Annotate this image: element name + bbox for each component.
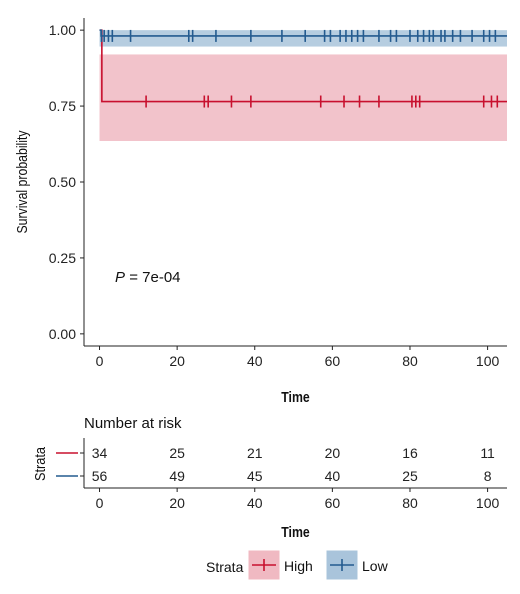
p-value-annotation: P = 7e-04 xyxy=(115,269,180,286)
risk-table-x-axis-title: Time xyxy=(281,524,310,540)
risk-table-strata-label: Strata xyxy=(31,447,48,481)
risk-x-tick-label: 80 xyxy=(402,495,418,511)
risk-count: 11 xyxy=(480,445,495,461)
risk-count: 56 xyxy=(92,468,108,484)
ci-band-high xyxy=(99,54,507,141)
x-tick-label: 80 xyxy=(402,353,418,369)
x-tick-label: 100 xyxy=(476,353,500,369)
y-tick-label: 0.75 xyxy=(49,98,76,114)
y-tick-label: 0.00 xyxy=(49,326,76,342)
legend-title: Strata xyxy=(206,559,244,575)
legend-label-low: Low xyxy=(362,558,389,574)
risk-count: 20 xyxy=(325,445,341,461)
risk-count: 16 xyxy=(402,445,418,461)
risk-x-tick-label: 40 xyxy=(247,495,263,511)
y-tick-label: 1.00 xyxy=(49,22,76,38)
x-axis-title: Time xyxy=(281,389,310,405)
y-tick-label: 0.50 xyxy=(49,174,76,190)
risk-x-tick-label: 60 xyxy=(325,495,341,511)
legend-label-high: High xyxy=(284,558,313,574)
risk-count: 49 xyxy=(169,468,185,484)
x-tick-label: 60 xyxy=(325,353,341,369)
risk-count: 34 xyxy=(92,445,108,461)
x-tick-label: 0 xyxy=(96,353,104,369)
risk-count: 40 xyxy=(325,468,341,484)
risk-table-title: Number at risk xyxy=(84,415,182,432)
x-tick-label: 40 xyxy=(247,353,263,369)
risk-count: 45 xyxy=(247,468,263,484)
y-axis-title: Survival probability xyxy=(14,130,30,233)
risk-count: 25 xyxy=(402,468,418,484)
p-value-text: = 7e-04 xyxy=(125,269,180,286)
y-tick-label: 0.25 xyxy=(49,250,76,266)
risk-x-tick-label: 20 xyxy=(169,495,185,511)
x-tick-label: 20 xyxy=(169,353,185,369)
risk-count: 25 xyxy=(169,445,185,461)
risk-x-tick-label: 100 xyxy=(476,495,500,511)
risk-count: 8 xyxy=(484,468,492,484)
risk-x-tick-label: 0 xyxy=(96,495,104,511)
p-value-symbol: P xyxy=(115,269,125,286)
risk-count: 21 xyxy=(247,445,263,461)
ci-band-low xyxy=(99,30,507,47)
